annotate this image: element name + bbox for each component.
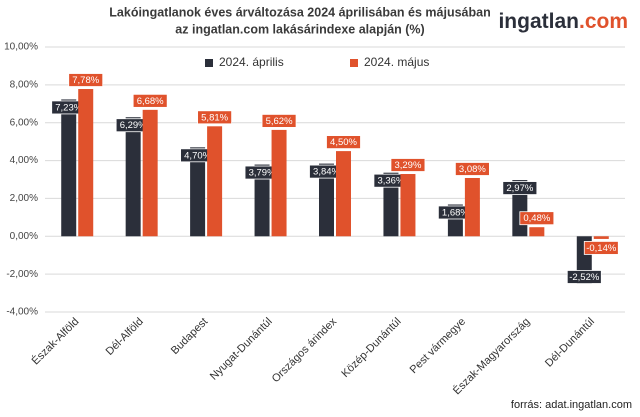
data-label: 6,68% [137, 96, 164, 107]
data-label: 2,97% [506, 183, 533, 194]
label-box [132, 93, 168, 108]
bar [78, 89, 94, 237]
data-label: 0,48% [523, 213, 550, 224]
bar [319, 163, 334, 237]
bar [142, 109, 158, 237]
y-tick-label: 2,00% [10, 193, 38, 204]
label-box [502, 181, 538, 195]
legend-label: 2024. április [219, 55, 284, 69]
bar [271, 129, 287, 237]
bar [336, 151, 351, 237]
y-tick-label: 10,00% [4, 42, 38, 53]
label-box [197, 110, 233, 125]
y-tick-label: 0,00% [10, 231, 38, 242]
legend-label: 2024. május [364, 55, 429, 69]
data-label: -0,14% [586, 243, 617, 254]
label-box [261, 114, 297, 128]
label-box [68, 73, 104, 87]
data-label: 7,23% [55, 102, 82, 113]
bar [464, 177, 480, 237]
data-label: 3,79% [249, 168, 276, 179]
data-label: 4,50% [330, 137, 357, 148]
bar [254, 164, 270, 237]
data-label: 3,84% [313, 167, 340, 178]
label-box [326, 135, 361, 150]
data-label: 3,29% [394, 160, 421, 171]
data-label: 1,68% [442, 208, 469, 219]
y-tick-label: -4,00% [6, 307, 38, 318]
y-tick-label: 6,00% [10, 117, 38, 128]
logo-name: ingatlan [498, 10, 579, 33]
label-box [454, 162, 490, 176]
logo: ingatlan.com [498, 10, 628, 33]
data-label: 4,70% [184, 150, 211, 161]
data-label: 3,08% [459, 164, 486, 175]
chart-title: az ingatlan.com lakásárindexe alapján (%… [175, 22, 424, 36]
label-box [566, 270, 602, 284]
bar [593, 236, 609, 239]
label-box [390, 158, 426, 172]
bar [61, 99, 77, 237]
bar [190, 147, 206, 237]
data-label: 5,62% [266, 116, 293, 127]
y-tick-label: 8,00% [10, 79, 38, 90]
data-label: 3,36% [377, 176, 404, 187]
bar [207, 126, 223, 237]
y-tick-label: 4,00% [10, 155, 38, 166]
legend-swatch [205, 59, 213, 67]
logo-suffix: .com [579, 10, 628, 33]
y-tick-label: -2,00% [6, 269, 38, 280]
legend-swatch [350, 59, 358, 67]
data-label: 6,29% [120, 120, 147, 131]
data-label: -2,52% [569, 272, 600, 283]
data-label: 7,78% [72, 75, 99, 86]
bar [529, 227, 545, 237]
bar [125, 117, 141, 237]
label-box [583, 241, 619, 255]
data-label: 5,81% [201, 112, 228, 123]
chart-title: Lakóingatlanok éves árváltozása 2024 ápr… [109, 5, 490, 19]
label-box [519, 211, 555, 226]
bar [400, 174, 416, 237]
bar [383, 172, 399, 237]
source: forrás: adat.ingatlan.com [511, 399, 632, 411]
